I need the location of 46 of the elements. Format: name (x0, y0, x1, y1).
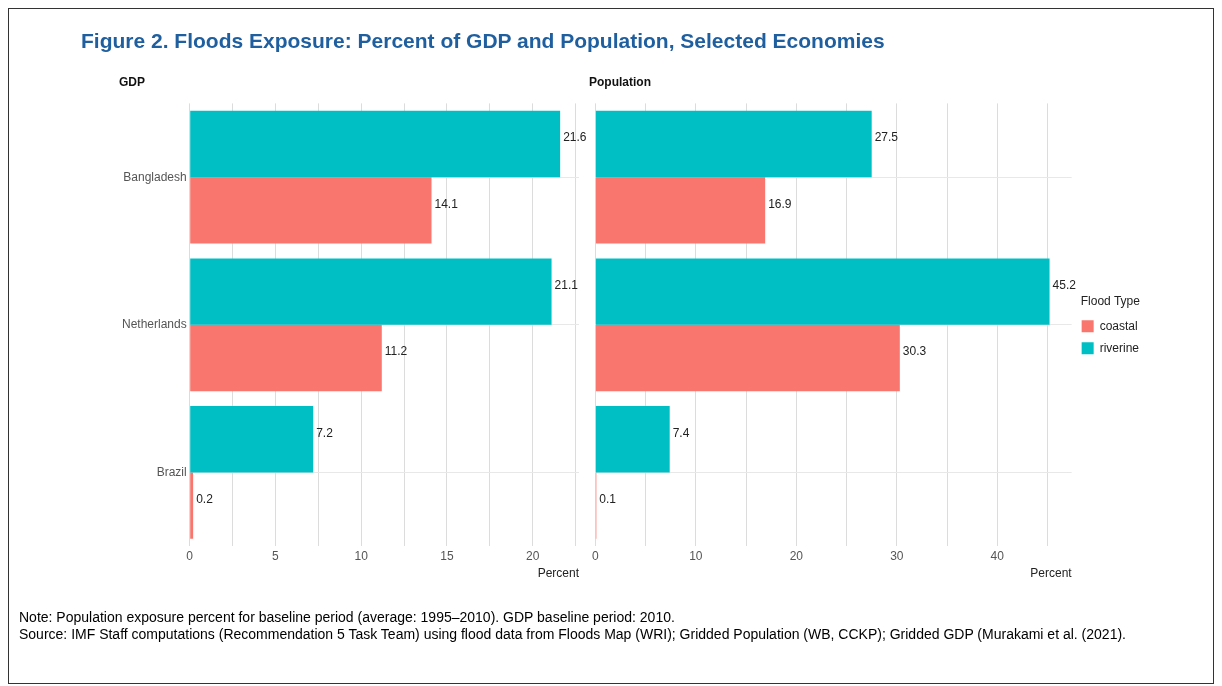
x-tick-label: 40 (990, 548, 1005, 563)
bar (190, 258, 552, 325)
bar (595, 110, 872, 178)
data-label: 7.2 (316, 425, 334, 440)
x-tick-label: 20 (526, 548, 540, 563)
bar (595, 258, 1050, 325)
data-label: 16.9 (768, 196, 792, 211)
bar (595, 177, 766, 244)
bar (595, 324, 900, 392)
x-axis-title: Percent (1030, 566, 1073, 581)
text: Note: Population exposure percent for baseline period (average: 1995–2010). GDP baseline period: 2010. (19, 609, 676, 626)
x-tick-label: 5 (272, 548, 280, 563)
y-tick-label: Bangladesh (123, 169, 187, 184)
bar (595, 405, 670, 473)
data-label: 0.2 (196, 491, 214, 506)
data-label: 27.5 (874, 130, 899, 145)
y-tick-label: Brazil (156, 464, 187, 479)
bar (190, 405, 314, 473)
bar (190, 472, 194, 539)
data-label: 21.6 (563, 130, 587, 145)
bar (190, 177, 432, 244)
data-label: 45.2 (1052, 277, 1077, 292)
legend-title: Flood Type (1080, 294, 1141, 309)
data-label: 7.4 (672, 425, 690, 440)
x-tick-label: 15 (440, 548, 454, 563)
x-tick-label: 10 (354, 548, 369, 563)
bar (190, 324, 382, 392)
legend-label: riverine (1099, 340, 1140, 355)
chart-title: Figure 2. Floods Exposure: Percent of GDP and Population, Selected Economies (81, 29, 886, 53)
data-label: 11.2 (384, 344, 408, 359)
bar (190, 110, 561, 178)
data-label: 14.1 (434, 196, 459, 211)
x-tick-label: 0 (186, 548, 194, 563)
chart-subtitle: Population (589, 74, 651, 89)
chart-subtitle: GDP (119, 74, 146, 89)
x-tick-label: 10 (689, 548, 703, 563)
x-axis-title: Percent (537, 566, 580, 581)
data-label: 30.3 (902, 344, 927, 359)
source-note: Source: IMF Staff computations (Recommendation 5 Task Team) using flood data from Floods Map (WRI); Gridded Population (WB, CCKP); Gridded GDP (Murakami et al. (2021). (19, 626, 1127, 643)
legend-label: coastal (1099, 318, 1138, 333)
data-label: 0.1 (599, 491, 617, 506)
x-tick-label: 30 (890, 548, 904, 563)
y-tick-label: Netherlands (121, 317, 187, 332)
data-label: 21.1 (554, 277, 579, 292)
x-tick-label: 20 (789, 548, 804, 563)
x-tick-label: 0 (591, 548, 599, 563)
